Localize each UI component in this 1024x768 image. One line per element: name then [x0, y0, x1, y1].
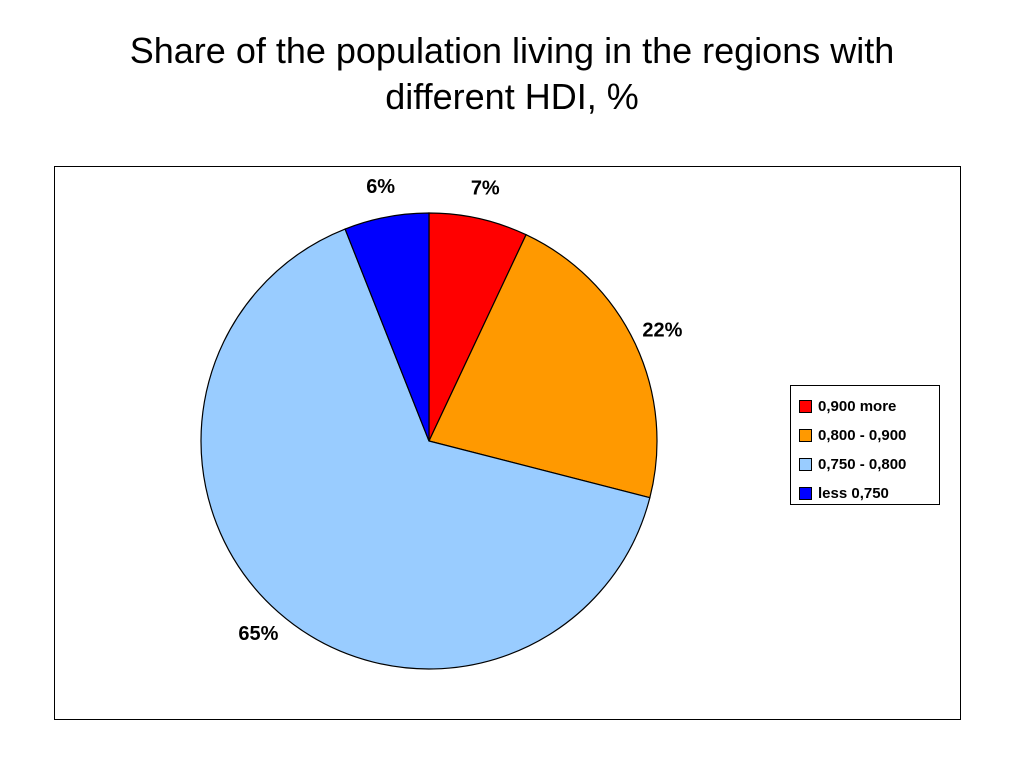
legend-item: less 0,750: [799, 479, 939, 508]
pie-slice: [428, 233, 658, 499]
legend-label: 0,800 - 0,900: [818, 427, 907, 444]
legend-label: 0,750 - 0,800: [818, 456, 907, 473]
data-label: 65%: [238, 623, 278, 645]
legend: 0,900 more 0,800 - 0,900 0,750 - 0,800 l…: [790, 385, 940, 505]
legend-label: 0,900 more: [818, 398, 897, 415]
chart-title: Share of the population living in the re…: [0, 28, 1024, 120]
legend-item: 0,800 - 0,900: [799, 421, 939, 450]
legend-swatch: [799, 458, 812, 471]
legend-swatch: [799, 400, 812, 413]
data-label: 7%: [471, 177, 500, 199]
legend-swatch: [799, 429, 812, 442]
legend-label: less 0,750: [818, 485, 889, 502]
legend-item: 0,900 more: [799, 392, 939, 421]
pie-slice: [344, 212, 430, 442]
data-label: 6%: [366, 176, 395, 198]
chart-title-line-1: Share of the population living in the re…: [129, 30, 895, 71]
legend-item: 0,750 - 0,800: [799, 450, 939, 479]
data-label: 22%: [642, 319, 682, 341]
legend-swatch: [799, 487, 812, 500]
pie-slice: [200, 228, 651, 670]
chart-title-line-2: different HDI, %: [385, 76, 639, 117]
